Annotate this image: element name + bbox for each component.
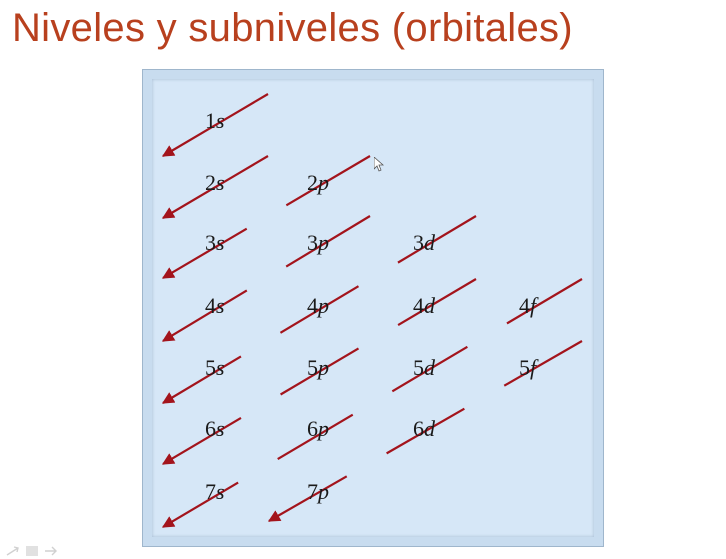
- arrow-icon[interactable]: [6, 546, 20, 556]
- orbital-labels: 1s 2s 2p 3s 3p 3d 4s 4p 4d 4f 5s 5p 5d 5f 6s 6p 6d 7s 7p: [205, 108, 539, 504]
- diagram-frame: [142, 69, 604, 547]
- orbital-label-1s: 1s: [205, 108, 225, 133]
- page-icon[interactable]: [26, 546, 38, 556]
- diagram-panel: [152, 79, 594, 537]
- arrow-icon[interactable]: [44, 546, 58, 556]
- diagonal-arrow-6s-5p-4d: [161, 278, 477, 465]
- orbital-label-2p: 2p: [307, 170, 329, 195]
- orbital-label-2s: 2s: [205, 170, 225, 195]
- orbital-label-5f: 5f: [519, 355, 539, 380]
- diagonal-arrow-2s: [161, 155, 269, 219]
- orbital-label-5d: 5d: [413, 355, 436, 380]
- orbital-label-7s: 7s: [205, 479, 225, 504]
- slide-controls[interactable]: [6, 546, 58, 556]
- diagonal-arrow-3s-2p: [161, 155, 371, 279]
- mouse-pointer-icon: [374, 157, 384, 172]
- orbital-label-4p: 4p: [307, 293, 329, 318]
- orbital-label-6s: 6s: [205, 416, 225, 441]
- diagonal-arrow-7p-6d-5f: [267, 340, 583, 522]
- orbital-label-3p: 3p: [307, 230, 329, 255]
- diagonal-arrow-4s-3p: [161, 215, 371, 342]
- orbital-label-7p: 7p: [307, 479, 329, 504]
- orbital-label-6d: 6d: [413, 416, 436, 441]
- diagonal-arrow-7s-6p-5d-4f: [161, 278, 583, 528]
- orbital-label-4s: 4s: [205, 293, 225, 318]
- orbital-label-3d: 3d: [413, 230, 436, 255]
- orbital-label-6p: 6p: [307, 416, 329, 441]
- slide-title: Niveles y subniveles (orbitales): [12, 6, 573, 50]
- orbital-label-3s: 3s: [205, 230, 225, 255]
- orbital-label-5s: 5s: [205, 355, 225, 380]
- diagonal-arrows: [161, 93, 583, 528]
- orbital-label-4d: 4d: [413, 293, 436, 318]
- orbital-label-4f: 4f: [519, 293, 539, 318]
- diagonal-arrow-5s-4p-3d: [161, 215, 477, 404]
- diagonal-arrow-1s: [161, 93, 269, 157]
- orbital-label-5p: 5p: [307, 355, 329, 380]
